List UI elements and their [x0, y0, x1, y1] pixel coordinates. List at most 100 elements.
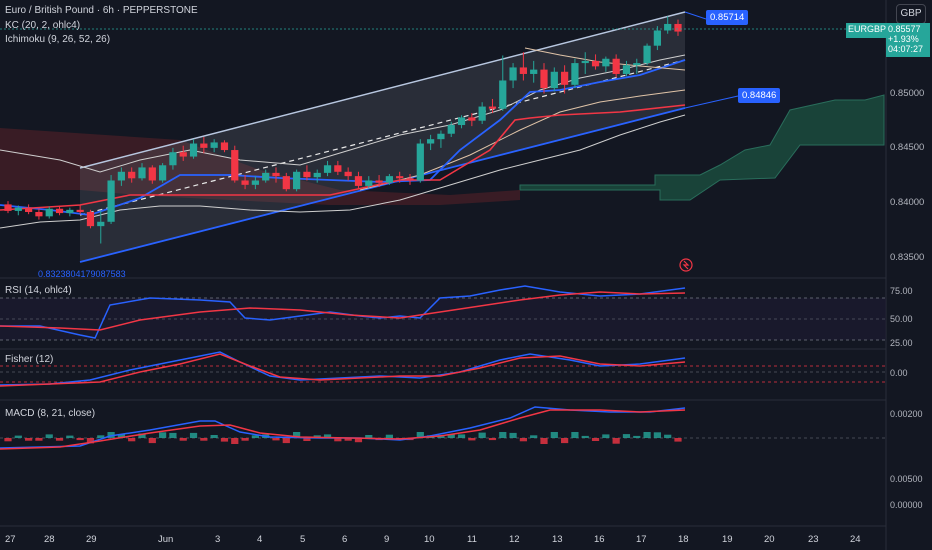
candle-body: [4, 204, 12, 211]
ichimoku-cloud-bullish: [519, 94, 885, 201]
rsi-tick-0: 75.00: [890, 286, 913, 296]
candle-body: [282, 176, 290, 190]
last-price: 0.85577: [888, 24, 921, 34]
rsi-panel: [0, 285, 886, 341]
candle-body: [272, 172, 280, 177]
x-axis: 27 28 29 Jun 3 4 5 6 9 10 11 12 13 16 17…: [5, 534, 861, 545]
macd-histogram-bar: [416, 432, 424, 438]
symbol-title[interactable]: Euro / British Pound · 6h · PEPPERSTONE: [5, 5, 198, 16]
candle-body: [427, 139, 435, 144]
candle-body: [447, 125, 455, 134]
macd-histogram-bar: [499, 432, 507, 438]
regression-channel-fill: [80, 12, 685, 262]
macd-histogram-bar: [86, 438, 95, 444]
macd-histogram-bar: [45, 434, 53, 438]
rsi-tick-1: 50.00: [890, 314, 913, 324]
candle-body: [561, 71, 569, 85]
regression-value-label: 0.8323804179087583: [38, 269, 126, 279]
x-label-11: 11: [467, 534, 477, 545]
macd-histogram-bar: [189, 432, 198, 438]
candle-body: [35, 212, 43, 217]
macd-tick-2: 0.00000: [890, 500, 923, 510]
macd-tick-1: 0.00500: [890, 474, 923, 484]
event-flag-icon[interactable]: [679, 258, 693, 272]
candle-body: [159, 165, 167, 181]
candle-body: [189, 143, 198, 157]
macd-histogram-bar: [653, 432, 661, 438]
macd-histogram-bar: [97, 435, 105, 438]
x-label-6: 6: [342, 534, 347, 545]
macd-histogram-bar: [447, 434, 455, 438]
x-label-16: 16: [594, 534, 605, 545]
panel-separators: [0, 0, 887, 550]
macd-histogram-bar: [251, 435, 259, 438]
candle-body: [354, 176, 363, 186]
currency-button[interactable]: GBP: [896, 4, 926, 24]
candle-body: [540, 69, 548, 89]
kc-basis-line: [359, 89, 686, 191]
macd-histogram-bar: [117, 434, 125, 438]
candle-body: [148, 167, 156, 181]
macd-histogram-bar: [664, 434, 672, 438]
candle-body: [25, 207, 33, 212]
candle-body: [97, 221, 105, 227]
rsi-tick-2: 25.00: [890, 338, 913, 348]
candle-body: [622, 65, 631, 74]
macd-histogram-bar: [478, 432, 486, 438]
candle-body: [138, 167, 146, 179]
ichimoku-cloud-bearish: [0, 128, 520, 205]
candle-body: [416, 143, 424, 181]
candle-body: [220, 142, 229, 151]
macd-histogram-bar: [66, 435, 74, 438]
x-label-10: 10: [424, 534, 435, 545]
kc-upper-line: [0, 54, 686, 173]
macd-histogram-bar: [354, 438, 363, 443]
candle-body: [633, 63, 641, 66]
macd-panel: [0, 406, 886, 450]
macd-histogram-bar: [282, 438, 290, 444]
price-change: +1.93%: [888, 34, 919, 44]
macd-legend[interactable]: MACD (8, 21, close): [5, 408, 96, 419]
candle-body: [385, 176, 393, 183]
macd-histogram-bar: [468, 438, 476, 441]
kc-legend[interactable]: KC (20, 2, ohlc4): [5, 20, 81, 31]
x-label-28: 28: [44, 534, 55, 545]
candle-body: [313, 172, 321, 178]
macd-histogram-bar: [633, 435, 641, 438]
fisher-legend[interactable]: Fisher (12): [5, 354, 54, 365]
macd-histogram-bar: [591, 438, 600, 441]
x-label-12: 12: [509, 534, 520, 545]
candle-body: [643, 45, 651, 64]
macd-histogram-bar: [581, 435, 589, 438]
candle-body: [602, 58, 610, 67]
y-tick-2: 0.84000: [890, 197, 924, 208]
candle-body: [375, 180, 383, 183]
macd-histogram-bar: [334, 438, 342, 442]
upper-level-tag: 0.85714: [706, 10, 749, 25]
x-label-24: 24: [850, 534, 861, 545]
x-label-23: 23: [808, 534, 819, 545]
candle-body: [128, 171, 136, 179]
countdown: 04:07:27: [888, 44, 924, 54]
upper-level-connector: [684, 11, 707, 20]
candle-body: [519, 67, 527, 74]
macd-histogram-bar: [210, 435, 218, 438]
ichimoku-legend[interactable]: Ichimoku (9, 26, 52, 26): [5, 34, 111, 45]
candle-body: [478, 106, 486, 121]
macd-histogram-bar: [550, 432, 558, 438]
candle-body: [509, 67, 517, 81]
candle-body: [251, 180, 259, 185]
candle-body: [66, 209, 74, 214]
macd-histogram-bar: [169, 432, 177, 438]
candle-body: [344, 171, 352, 177]
candle-body: [14, 207, 22, 211]
rsi-legend[interactable]: RSI (14, ohlc4): [5, 285, 72, 296]
candle-body: [457, 117, 466, 126]
macd-histogram-bar: [674, 438, 682, 442]
candle-body: [488, 106, 497, 109]
candle-body: [334, 165, 342, 172]
macd-histogram-bar: [220, 438, 229, 442]
candle-body: [169, 152, 177, 166]
macd-histogram-bar: [344, 438, 352, 441]
